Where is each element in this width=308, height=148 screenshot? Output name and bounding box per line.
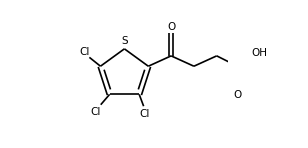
Text: S: S xyxy=(122,36,128,46)
Text: Cl: Cl xyxy=(90,107,101,117)
Text: OH: OH xyxy=(252,48,268,58)
Text: Cl: Cl xyxy=(79,47,89,57)
Text: O: O xyxy=(167,22,175,32)
Text: O: O xyxy=(233,90,241,100)
Text: Cl: Cl xyxy=(139,109,150,119)
